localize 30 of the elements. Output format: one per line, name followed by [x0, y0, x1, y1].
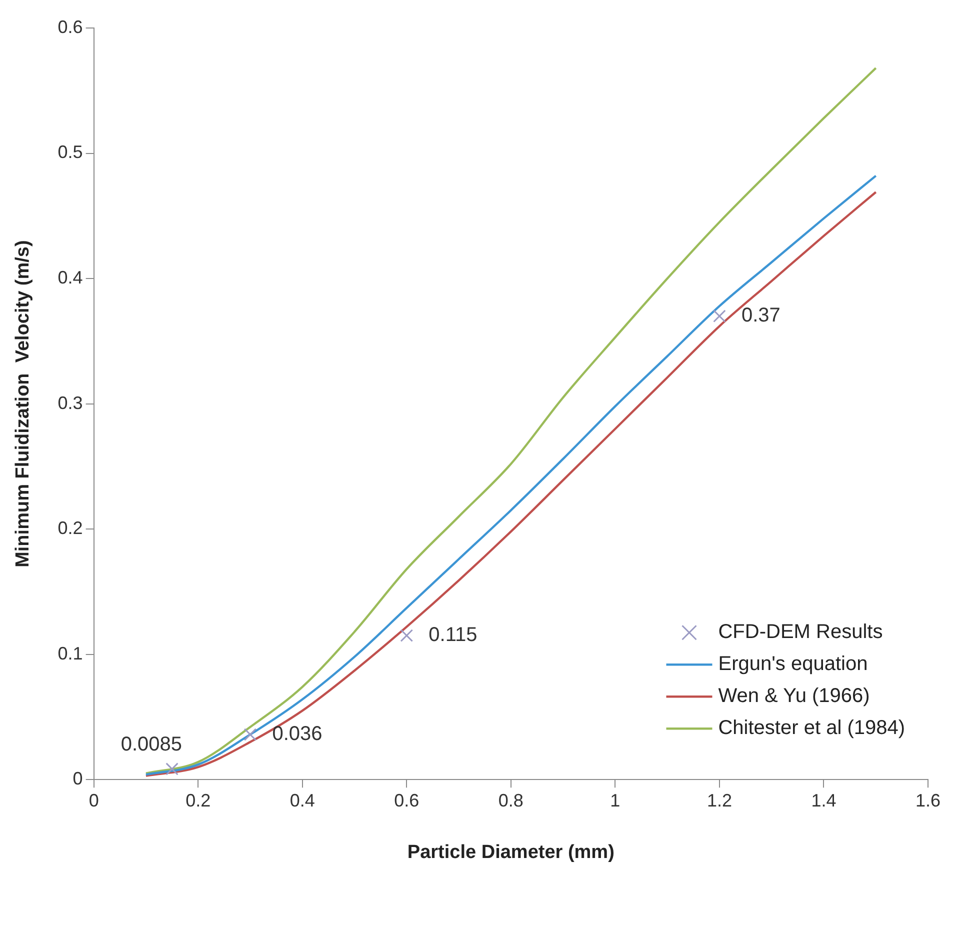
- legend-label: Chitester et al (1984): [718, 717, 906, 740]
- x-tick-label: 0: [88, 790, 99, 810]
- y-tick-label: 0: [72, 768, 83, 789]
- x-tick-label: 1.6: [915, 790, 941, 810]
- point: [166, 762, 178, 776]
- x-tick-label: 0.8: [498, 790, 524, 810]
- x-axis-title: Particle Diameter (mm): [407, 842, 614, 863]
- x-tick-label: 1.4: [811, 790, 836, 810]
- point: [244, 728, 257, 741]
- x-tick-label: 0.4: [290, 790, 315, 810]
- y-tick-label: 0.5: [58, 142, 83, 162]
- data-label: 0.37: [741, 304, 780, 327]
- y-tick-label: 0.4: [58, 268, 83, 288]
- x-tick-label: 1.2: [706, 790, 732, 810]
- data-label: 0.036: [272, 723, 322, 746]
- y-tick-label: 0.6: [58, 16, 83, 37]
- y-tick-label: 0.2: [58, 518, 83, 538]
- data-label: 0.0085: [120, 733, 182, 756]
- y-tick-label: 0.3: [58, 392, 83, 413]
- point: [400, 629, 414, 642]
- y-tick-label: 0.1: [58, 643, 83, 664]
- y-axis-title: Minimum Fluidization Velocity (m/s): [12, 240, 34, 568]
- legend-label: Ergun's equation: [718, 653, 868, 676]
- point: [713, 310, 726, 323]
- data-label: 0.115: [428, 624, 478, 646]
- x-tick-label: 0.6: [394, 790, 420, 810]
- legend-label: CFD-DEM Results: [718, 621, 883, 644]
- x-tick-label: 0.2: [186, 790, 211, 810]
- x-tick-label: 1: [610, 790, 620, 810]
- legend-label: Wen & Yu (1966): [718, 685, 870, 708]
